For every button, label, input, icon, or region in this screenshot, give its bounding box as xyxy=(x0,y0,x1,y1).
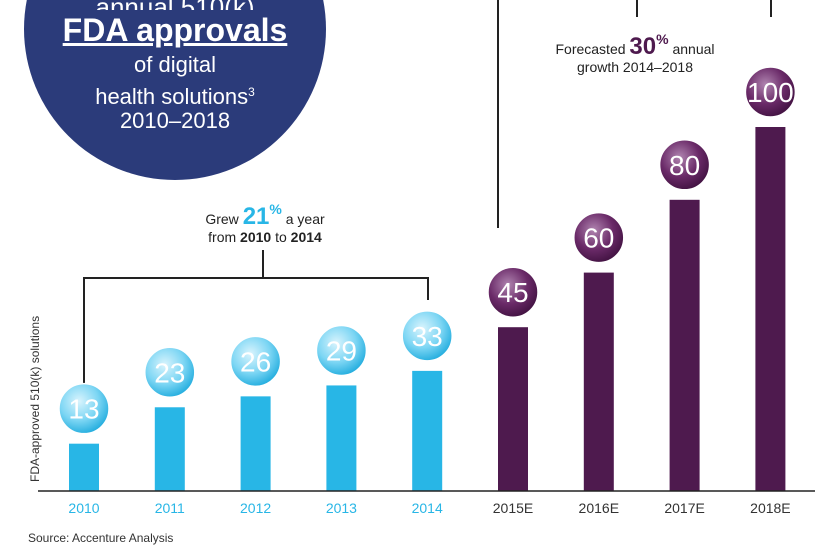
bar-2017E xyxy=(669,199,700,492)
data-label-bubble-2016E xyxy=(573,211,625,264)
bar-2015E xyxy=(498,327,528,491)
x-tick-2010: 2010 xyxy=(68,500,99,516)
title-line-4-text: health solutions xyxy=(95,84,249,109)
bars-group xyxy=(69,127,786,492)
x-tick-2013: 2013 xyxy=(326,500,357,516)
bar-2012 xyxy=(240,396,271,491)
title-line-4: health solutions3 xyxy=(24,79,326,110)
title-line-3: of digital xyxy=(134,52,216,77)
data-label-2017E: 80 xyxy=(669,150,700,181)
forecast-unit: % xyxy=(656,31,669,47)
data-label-bubble-2010 xyxy=(58,382,110,435)
historic-suffix: a year xyxy=(285,211,325,227)
x-tick-2018E: 2018E xyxy=(750,500,790,516)
y-axis-label: FDA-approved 510(k) solutions xyxy=(28,315,42,482)
data-label-bubble-2015E xyxy=(487,266,539,318)
source-note: Source: Accenture Analysis xyxy=(28,531,174,545)
historic-growth-line-2: from 2010 to 2014 xyxy=(180,228,350,246)
bar-2018E xyxy=(755,127,786,491)
historic-growth-line-1: Grew 21% a year xyxy=(180,200,350,230)
forecast-prefix: Forecasted xyxy=(555,41,626,57)
forecast-growth-line-2: growth 2014–2018 xyxy=(577,59,693,75)
historic-start-year: 2010 xyxy=(240,229,272,245)
historic-bracket xyxy=(83,250,429,390)
data-label-2012: 26 xyxy=(240,346,271,377)
x-tick-2016E: 2016E xyxy=(579,500,619,516)
data-label-2010: 13 xyxy=(68,394,99,425)
data-label-2014: 33 xyxy=(412,321,443,352)
forecast-growth-annotation: Forecasted 30% annual growth 2014–2018 xyxy=(535,30,735,76)
historic-growth-value: 21% xyxy=(242,201,282,230)
title-line-1: annual 510(k) xyxy=(24,0,326,10)
historic-from: from xyxy=(208,229,237,245)
title-line-5: 2010–2018 xyxy=(119,108,231,133)
data-label-2011: 23 xyxy=(154,357,185,388)
historic-prefix: Grew xyxy=(205,211,239,227)
bar-2013 xyxy=(326,385,357,491)
historic-end-year: 2014 xyxy=(290,229,322,245)
x-tick-2014: 2014 xyxy=(412,500,443,516)
data-label-2013: 29 xyxy=(326,335,357,366)
forecast-growth-line-1: Forecasted 30% annual xyxy=(535,30,735,60)
x-tick-2015E: 2015E xyxy=(493,500,533,516)
x-tick-2017E: 2017E xyxy=(664,500,704,516)
data-label-2018E: 100 xyxy=(747,77,794,108)
forecast-value: 30 xyxy=(629,33,657,60)
data-label-bubble-2012 xyxy=(229,335,282,388)
bar-2014 xyxy=(412,370,443,491)
historic-unit: % xyxy=(269,201,282,217)
forecast-suffix: annual xyxy=(672,41,715,57)
x-tick-2011: 2011 xyxy=(155,500,185,516)
bar-2016E xyxy=(583,272,614,491)
historic-value: 21 xyxy=(242,203,270,230)
x-tick-labels: 2010 2011 2012 2013 2014 2015E 2016E 2017E 2018E xyxy=(68,500,790,516)
footnote-marker: 3 xyxy=(248,85,255,99)
data-label-bubble-2017E xyxy=(658,139,711,191)
data-labels-group: 13 23 26 29 33 45 60 80 100 xyxy=(58,66,797,435)
annotation-brackets xyxy=(83,0,772,390)
data-label-bubble-2018E xyxy=(744,66,797,118)
title-line-2: FDA approvals xyxy=(62,12,288,48)
bar-2011 xyxy=(154,407,185,491)
data-label-bubble-2014 xyxy=(401,310,453,362)
historic-to: to xyxy=(275,229,287,245)
data-label-bubble-2013 xyxy=(315,324,368,377)
data-label-bubble-2011 xyxy=(144,346,196,399)
bar-2010 xyxy=(69,443,99,491)
x-tick-2012: 2012 xyxy=(240,500,271,516)
data-label-2016E: 60 xyxy=(583,223,614,254)
historic-growth-annotation: Grew 21% a year from 2010 to 2014 xyxy=(180,200,350,246)
data-label-2015E: 45 xyxy=(497,277,528,308)
forecast-growth-value: 30% xyxy=(629,31,669,60)
